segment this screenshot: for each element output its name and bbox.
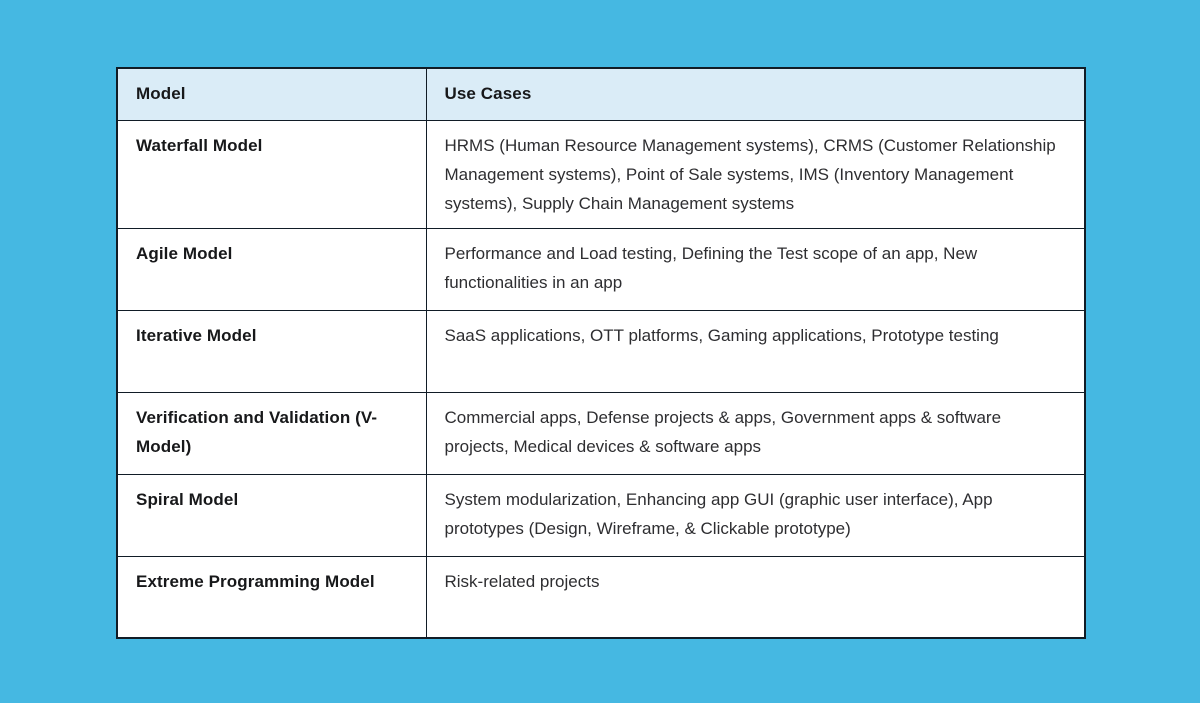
use-cases-cell: SaaS applications, OTT platforms, Gaming…: [425, 309, 1086, 393]
use-cases-cell: HRMS (Human Resource Management systems)…: [425, 119, 1086, 229]
use-cases-cell: Commercial apps, Defense projects & apps…: [425, 391, 1086, 475]
table-row: Spiral Model System modularization, Enha…: [116, 473, 1086, 557]
models-use-cases-table: Model Use Cases Waterfall Model HRMS (Hu…: [116, 67, 1086, 639]
table-header-row: Model Use Cases: [116, 67, 1086, 121]
model-cell: Extreme Programming Model: [116, 555, 427, 639]
table-row: Verification and Validation (V-Model) Co…: [116, 391, 1086, 475]
table-row: Agile Model Performance and Load testing…: [116, 227, 1086, 311]
table-row: Waterfall Model HRMS (Human Resource Man…: [116, 119, 1086, 229]
table-row: Iterative Model SaaS applications, OTT p…: [116, 309, 1086, 393]
model-cell: Verification and Validation (V-Model): [116, 391, 427, 475]
use-cases-cell: Performance and Load testing, Defining t…: [425, 227, 1086, 311]
model-cell: Waterfall Model: [116, 119, 427, 229]
model-cell: Iterative Model: [116, 309, 427, 393]
model-cell: Spiral Model: [116, 473, 427, 557]
model-cell: Agile Model: [116, 227, 427, 311]
use-cases-cell: System modularization, Enhancing app GUI…: [425, 473, 1086, 557]
table-row: Extreme Programming Model Risk-related p…: [116, 555, 1086, 639]
column-header-use-cases: Use Cases: [425, 67, 1086, 121]
use-cases-cell: Risk-related projects: [425, 555, 1086, 639]
column-header-model: Model: [116, 67, 427, 121]
